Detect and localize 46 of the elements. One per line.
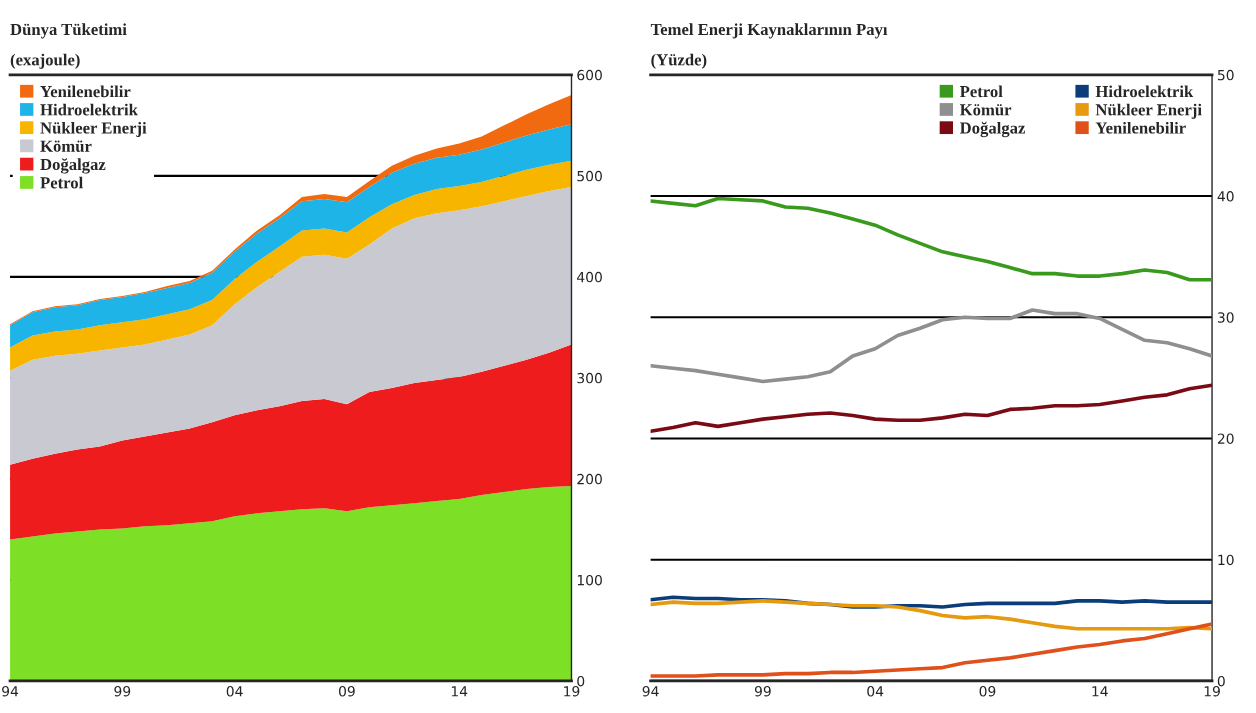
y-tick-label: 100 <box>577 574 602 586</box>
chart-subtitle: (Yüzde) <box>651 53 707 69</box>
x-tick-label: 99 <box>754 686 771 697</box>
legend-label: Doğalgaz <box>959 121 1026 138</box>
chart-title: Dünya Tüketimi <box>10 23 127 39</box>
y-tick-label: 500 <box>577 170 602 182</box>
line-series <box>650 622 1213 678</box>
line-series <box>650 599 1213 631</box>
chart-subtitle: (exajoule) <box>10 53 80 69</box>
y-tick-label: 10 <box>1218 554 1234 566</box>
legend-label: Nükleer Enerji <box>40 121 147 138</box>
x-tick-label: 14 <box>1092 686 1108 697</box>
line-series <box>650 383 1213 434</box>
line-series <box>650 196 1213 282</box>
chart-title: Temel Enerji Kaynaklarının Payı <box>650 23 888 39</box>
x-tick-label: 09 <box>979 686 996 697</box>
y-tick-label: 0 <box>1217 675 1225 687</box>
y-tick-label: 600 <box>577 69 602 81</box>
legend-label: Kömür <box>959 104 1012 116</box>
x-tick-label: 04 <box>867 686 884 697</box>
y-tick-label: 300 <box>577 372 602 384</box>
legend-label: Kömür <box>40 140 92 152</box>
x-tick-label: 94 <box>2 686 19 697</box>
y-tick-label: 200 <box>577 473 602 485</box>
legend-label: Yenilenebilir <box>1095 121 1186 134</box>
line-series <box>650 308 1213 384</box>
y-tick-label: 0 <box>577 675 585 687</box>
y-tick-label: 20 <box>1217 433 1234 444</box>
x-tick-label: 19 <box>1204 686 1220 697</box>
x-tick-label: 19 <box>564 686 580 697</box>
legend-label: Yenilenebilir <box>40 85 131 98</box>
x-tick-label: 04 <box>226 686 243 697</box>
legend-label: Nükleer Enerji <box>1095 103 1202 119</box>
x-tick-label: 09 <box>338 686 355 697</box>
legend-label: Petrol <box>959 85 1003 98</box>
legend-label: Hidroelektrik <box>1095 85 1194 98</box>
legend-label: Doğalgaz <box>40 158 106 174</box>
y-tick-label: 40 <box>1217 191 1234 202</box>
x-tick-label: 99 <box>114 686 131 697</box>
y-tick-label: 30 <box>1217 312 1234 323</box>
x-tick-label: 14 <box>451 686 468 697</box>
y-tick-label: 50 <box>1217 69 1234 81</box>
legend-label: Hidroelektrik <box>40 103 138 116</box>
x-tick-label: 94 <box>642 686 659 697</box>
legend-label: Petrol <box>40 176 83 189</box>
y-tick-label: 400 <box>577 271 602 283</box>
